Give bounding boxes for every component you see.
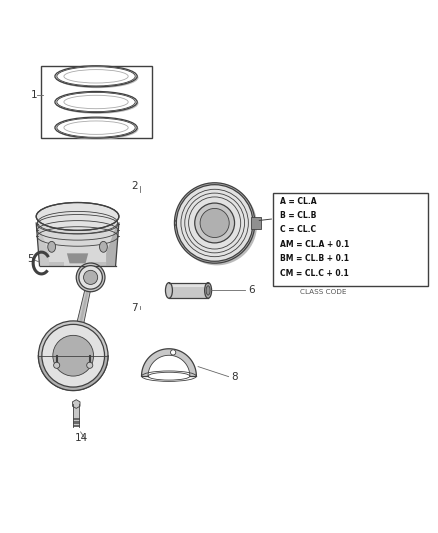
- Ellipse shape: [64, 121, 128, 134]
- Polygon shape: [72, 275, 91, 359]
- Polygon shape: [67, 253, 88, 263]
- Polygon shape: [36, 223, 119, 266]
- Text: B = CL.B: B = CL.B: [280, 211, 316, 220]
- Text: A = CL.A: A = CL.A: [280, 197, 317, 206]
- Ellipse shape: [48, 241, 56, 252]
- Circle shape: [170, 350, 176, 355]
- Circle shape: [87, 362, 93, 368]
- Text: 7: 7: [131, 303, 138, 313]
- Text: 6: 6: [248, 286, 255, 295]
- Ellipse shape: [55, 117, 137, 138]
- Circle shape: [195, 203, 235, 243]
- Ellipse shape: [205, 282, 212, 298]
- Text: CM = CL.C + 0.1: CM = CL.C + 0.1: [280, 269, 349, 278]
- Text: 14: 14: [75, 433, 88, 443]
- Circle shape: [79, 265, 102, 289]
- Circle shape: [174, 183, 255, 263]
- Polygon shape: [36, 223, 49, 266]
- Polygon shape: [49, 262, 64, 266]
- Polygon shape: [71, 271, 92, 365]
- Circle shape: [200, 208, 229, 238]
- Ellipse shape: [56, 118, 138, 140]
- Text: BM = CL.B + 0.1: BM = CL.B + 0.1: [280, 254, 349, 263]
- Text: 1: 1: [31, 90, 37, 100]
- Text: 5: 5: [28, 254, 34, 264]
- Polygon shape: [39, 356, 108, 391]
- Polygon shape: [72, 400, 80, 408]
- Circle shape: [76, 263, 105, 292]
- Ellipse shape: [56, 67, 138, 88]
- Text: 8: 8: [231, 373, 237, 383]
- Text: C = CL.C: C = CL.C: [280, 225, 316, 235]
- Polygon shape: [106, 223, 119, 266]
- Bar: [251, 217, 261, 229]
- Ellipse shape: [206, 286, 210, 295]
- Ellipse shape: [64, 70, 128, 83]
- Ellipse shape: [55, 66, 137, 87]
- Ellipse shape: [56, 93, 138, 114]
- Ellipse shape: [166, 282, 173, 298]
- Circle shape: [177, 184, 253, 261]
- Text: AM = CL.A + 0.1: AM = CL.A + 0.1: [280, 240, 349, 249]
- Circle shape: [53, 362, 60, 368]
- Ellipse shape: [36, 203, 119, 230]
- Ellipse shape: [55, 92, 137, 112]
- Circle shape: [39, 321, 108, 391]
- Polygon shape: [169, 282, 208, 287]
- Ellipse shape: [57, 92, 135, 111]
- Polygon shape: [141, 349, 196, 376]
- Ellipse shape: [57, 118, 135, 137]
- Polygon shape: [169, 282, 208, 298]
- Circle shape: [42, 325, 105, 387]
- Text: CLASS CODE: CLASS CODE: [300, 289, 346, 295]
- Polygon shape: [73, 404, 79, 427]
- Ellipse shape: [99, 241, 107, 252]
- Text: 2: 2: [131, 181, 138, 191]
- Polygon shape: [91, 262, 106, 266]
- Circle shape: [177, 185, 257, 265]
- Ellipse shape: [57, 67, 135, 86]
- FancyBboxPatch shape: [273, 192, 428, 286]
- Bar: [41, 66, 152, 138]
- Circle shape: [53, 335, 94, 376]
- Ellipse shape: [64, 95, 128, 109]
- Circle shape: [84, 270, 98, 285]
